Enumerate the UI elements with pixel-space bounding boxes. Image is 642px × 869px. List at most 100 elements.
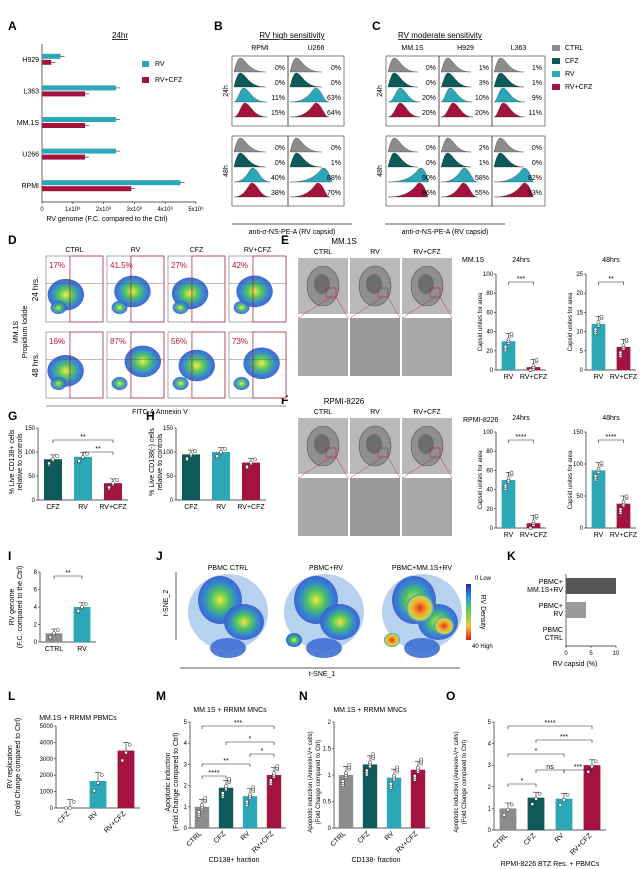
tsne-hotspot — [384, 633, 400, 647]
data-point — [558, 803, 563, 808]
percent-label: 0% — [426, 65, 436, 72]
gate — [130, 331, 165, 399]
column-label: CTRL — [314, 249, 332, 256]
legend-swatch — [142, 61, 149, 67]
chart-title: 24hrs — [512, 415, 530, 422]
panel-n-chart: 0 0.5 1 1.5 2 CTRL CFZ RV RV+CFZ — [323, 720, 430, 855]
y-tick-label: PBMC+ — [539, 603, 563, 610]
percent-label: 41.5% — [110, 261, 133, 270]
data-point — [593, 327, 598, 332]
y-tick-label: RV — [553, 611, 563, 618]
panel-letter-g: G — [8, 409, 17, 423]
data-point — [371, 752, 376, 757]
histogram-frame — [287, 135, 345, 207]
percent-label: 88% — [327, 175, 341, 182]
significance-bracket — [82, 451, 114, 455]
y-tick-label: 50 — [166, 474, 173, 480]
bar — [42, 85, 116, 91]
x-tick-label: RV — [384, 830, 396, 842]
dot-cloud — [236, 275, 273, 308]
x-tick-label: CFZ — [523, 832, 538, 847]
histogram-curve — [387, 57, 418, 73]
dot-cloud — [111, 300, 128, 315]
panel-h-chart: 0 50 100 150 CFZ RV RV+CFZ — [163, 426, 266, 511]
significance-bracket — [508, 281, 534, 285]
histogram-curve — [289, 102, 330, 118]
y-tick-label: 3000 — [40, 757, 54, 763]
bar — [42, 148, 116, 154]
data-point — [203, 796, 208, 800]
percent-label: 0% — [426, 80, 436, 87]
histogram-curve — [387, 152, 418, 168]
time-label: 48h — [377, 165, 384, 177]
panel-m-xlabel: CD138+ fraction — [209, 857, 260, 864]
percent-label: 90% — [422, 175, 436, 182]
data-point — [340, 779, 345, 783]
significance-label: *** — [574, 764, 582, 771]
time-label: 24h — [377, 85, 384, 97]
panel-letter-c: C — [372, 19, 381, 33]
zoom-line — [349, 296, 384, 319]
panel-j-title-1: PBMC CTRL — [208, 565, 249, 572]
panel-j-tsne — [188, 574, 462, 658]
percent-label: 63% — [327, 95, 341, 102]
bar — [499, 808, 517, 830]
y-tick-label: 1 — [488, 806, 492, 812]
data-point — [347, 762, 352, 767]
histogram-curve — [493, 182, 534, 198]
data-point — [506, 807, 510, 812]
x-tick-label: 5 — [589, 651, 593, 657]
y-tick-label: L363 — [23, 88, 39, 95]
bar — [501, 480, 516, 528]
histogram-curve — [440, 72, 472, 88]
histogram-curve — [233, 72, 266, 88]
zoom-line — [387, 296, 401, 319]
x-tick-label: 0 — [564, 651, 568, 657]
x-tick-label: CFZ — [46, 504, 60, 511]
nucleus — [314, 434, 330, 454]
data-point — [593, 474, 598, 478]
y-axis-label: Capsid unites for area — [568, 450, 574, 509]
percent-label: 0% — [331, 80, 341, 87]
panel-e-cell-label: MM.1S — [462, 257, 485, 264]
data-point — [528, 368, 533, 372]
significance-label: ** — [95, 446, 101, 453]
data-point — [83, 602, 88, 606]
y-tick-label: 3 — [488, 763, 492, 769]
column-label: RV — [370, 409, 380, 416]
y-tick-label: 0 — [34, 640, 38, 646]
legend-swatch — [552, 71, 560, 77]
zoom-line — [439, 296, 453, 319]
column-label: CTRL — [314, 409, 332, 416]
percent-label: 42% — [232, 261, 248, 270]
significance-label: * — [249, 736, 252, 743]
significance-label: **** — [606, 434, 617, 441]
micrograph-bottom — [298, 478, 348, 536]
data-point — [51, 457, 55, 462]
bar — [182, 454, 200, 500]
sample-label: L363 — [511, 45, 527, 52]
y-tick-label: 2 — [34, 623, 38, 629]
panel-c-xlabel: anti-σ-NS-PE-A (RV capsid) — [402, 229, 489, 236]
panel-a-timepoint: 24hr — [112, 31, 128, 40]
y-axis-label: Capsid unites for area — [478, 292, 484, 351]
histogram-curve — [440, 152, 471, 168]
x-tick-label: CTRL — [330, 830, 348, 848]
percent-label: 0% — [532, 145, 542, 152]
x-tick-label: RV+CFZ — [395, 830, 420, 855]
data-point — [624, 494, 629, 499]
y-tick-label: 5000 — [40, 724, 54, 730]
y-tick-label: 3 — [184, 762, 188, 768]
data-point — [48, 635, 53, 640]
percent-label: 0% — [426, 145, 436, 152]
data-point — [99, 773, 104, 777]
dot-cloud — [50, 376, 67, 391]
gate — [191, 255, 226, 323]
zoom-line — [335, 456, 349, 479]
percent-label: 38% — [271, 190, 285, 197]
y-tick-label: 0 — [328, 826, 332, 832]
data-point — [534, 797, 538, 801]
y-tick-label: 1.5 — [323, 747, 332, 753]
data-point — [388, 781, 393, 786]
percent-label: 64% — [327, 110, 341, 117]
